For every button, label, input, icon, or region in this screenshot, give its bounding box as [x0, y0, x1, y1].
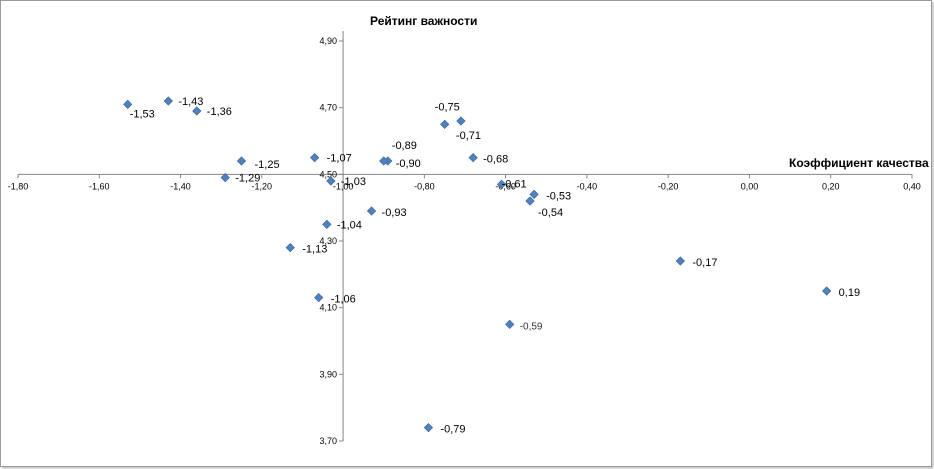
data-point	[423, 423, 434, 433]
data-label: -0,75	[435, 101, 460, 113]
y-tick-label: 3,90	[320, 369, 338, 379]
x-tick-label: 0,00	[741, 181, 759, 191]
data-point	[440, 119, 450, 129]
x-tick-label: -1,80	[8, 181, 29, 191]
data-label: -0,79	[440, 424, 465, 436]
data-label: -0,71	[456, 130, 481, 142]
data-label: -1,07	[327, 153, 352, 165]
data-point	[326, 176, 336, 186]
x-tick-label: -0,80	[414, 181, 435, 191]
y-tick-label: 3,70	[320, 436, 338, 446]
data-label: -1,03	[341, 176, 366, 188]
y-tick-label: 4,50	[320, 169, 338, 179]
data-label: -0,53	[546, 190, 571, 202]
x-tick-label: -1,40	[170, 181, 191, 191]
data-label: 0,19	[839, 287, 860, 299]
data-point	[822, 286, 832, 296]
data-label: -1,25	[255, 159, 280, 171]
tick-labels: -1,80 -1,60 -1,40 -1,20 -1,00 -0,80 -0,60 -0,40…	[8, 36, 921, 446]
data-label: -1,13	[302, 244, 327, 256]
data-point	[456, 116, 466, 126]
axes	[17, 31, 913, 442]
y-tick-label: 4,10	[320, 303, 338, 313]
data-point	[163, 96, 173, 106]
y-tick-label: 4,30	[320, 236, 338, 246]
data-point	[496, 179, 507, 189]
data-label: -1,43	[178, 96, 203, 108]
data-point	[322, 219, 332, 229]
data-label: -0,17	[692, 257, 717, 269]
data-point	[675, 256, 685, 266]
data-label: -1,06	[331, 294, 356, 306]
y-axis-title: Рейтинг важности	[370, 14, 477, 28]
data-labels: -1,53 -1,43 -1,36 -1,25 -1,29 -1,07 -1,03 -0,89…	[130, 96, 860, 436]
data-point	[192, 106, 202, 116]
x-tick-label: 0,40	[903, 181, 921, 191]
data-label: -1,04	[337, 219, 362, 231]
data-point	[366, 206, 377, 216]
data-label: -0,59	[520, 321, 543, 332]
x-tick-label: -1,00	[333, 181, 354, 191]
data-label: -0,61	[502, 178, 527, 190]
x-tick-label: -0,60	[495, 181, 516, 191]
data-point	[529, 189, 539, 199]
y-tick-label: 4,70	[320, 103, 338, 113]
x-axis-title: Коэффициент качества	[789, 156, 929, 170]
data-point	[285, 243, 295, 253]
x-tick-label: -0,20	[658, 181, 679, 191]
data-label: -1,53	[130, 108, 155, 120]
data-point	[123, 99, 133, 109]
data-point	[310, 153, 320, 163]
data-label: -1,29	[235, 173, 260, 185]
data-label: -0,89	[392, 140, 417, 152]
x-tick-label: 0,20	[822, 181, 840, 191]
y-tick-label: 4,90	[320, 36, 338, 46]
data-label: -0,90	[396, 158, 421, 170]
data-point	[220, 173, 230, 183]
data-point	[379, 156, 389, 166]
data-label: -0,54	[538, 207, 563, 219]
data-label: -0,93	[382, 207, 407, 219]
data-point	[236, 156, 247, 166]
x-tick-label: -1,60	[89, 181, 110, 191]
data-point	[505, 319, 515, 329]
x-tick-label: -0,40	[577, 181, 598, 191]
data-point	[314, 293, 324, 303]
data-label: -0,68	[483, 154, 508, 166]
data-points	[123, 96, 832, 433]
data-point	[468, 153, 478, 163]
data-label: -1,36	[207, 106, 232, 118]
x-tick-label: -1,20	[252, 181, 273, 191]
data-point	[525, 196, 535, 206]
